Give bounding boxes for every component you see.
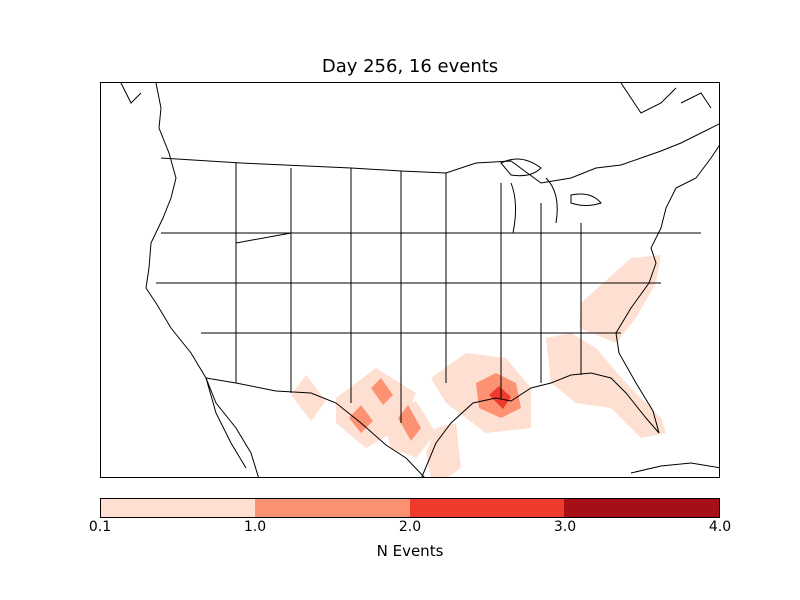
map-panel — [100, 82, 720, 478]
us-map — [120, 83, 719, 477]
event-area-la-high — [489, 386, 511, 409]
event-density-layer — [291, 255, 666, 477]
colorbar-tick: 0.1 — [88, 519, 112, 535]
colorbar-segment-2 — [254, 499, 410, 517]
event-area-nc-sc — [579, 255, 661, 343]
colorbar-tick: 2.0 — [398, 519, 422, 535]
event-area-tx-cell-2 — [349, 405, 373, 433]
map-outlines — [120, 83, 719, 477]
event-area-florida — [546, 333, 666, 438]
colorbar-segment-3 — [409, 499, 565, 517]
colorbar-tick: 4.0 — [708, 519, 732, 535]
colorbar-tick: 3.0 — [553, 519, 577, 535]
event-area-south-tx — [426, 423, 461, 477]
colorbar-segment-4 — [564, 499, 719, 517]
colorbar-segment-1 — [101, 499, 255, 517]
colorbar-label: N Events — [376, 542, 444, 560]
colorbar — [100, 498, 720, 518]
colorbar-tick: 1.0 — [243, 519, 267, 535]
event-area-tx-cell-3 — [398, 405, 421, 441]
event-area-tx-cell-1 — [371, 378, 393, 405]
event-area-sw-texas — [291, 375, 326, 421]
map-title: Day 256, 16 events — [321, 56, 499, 77]
